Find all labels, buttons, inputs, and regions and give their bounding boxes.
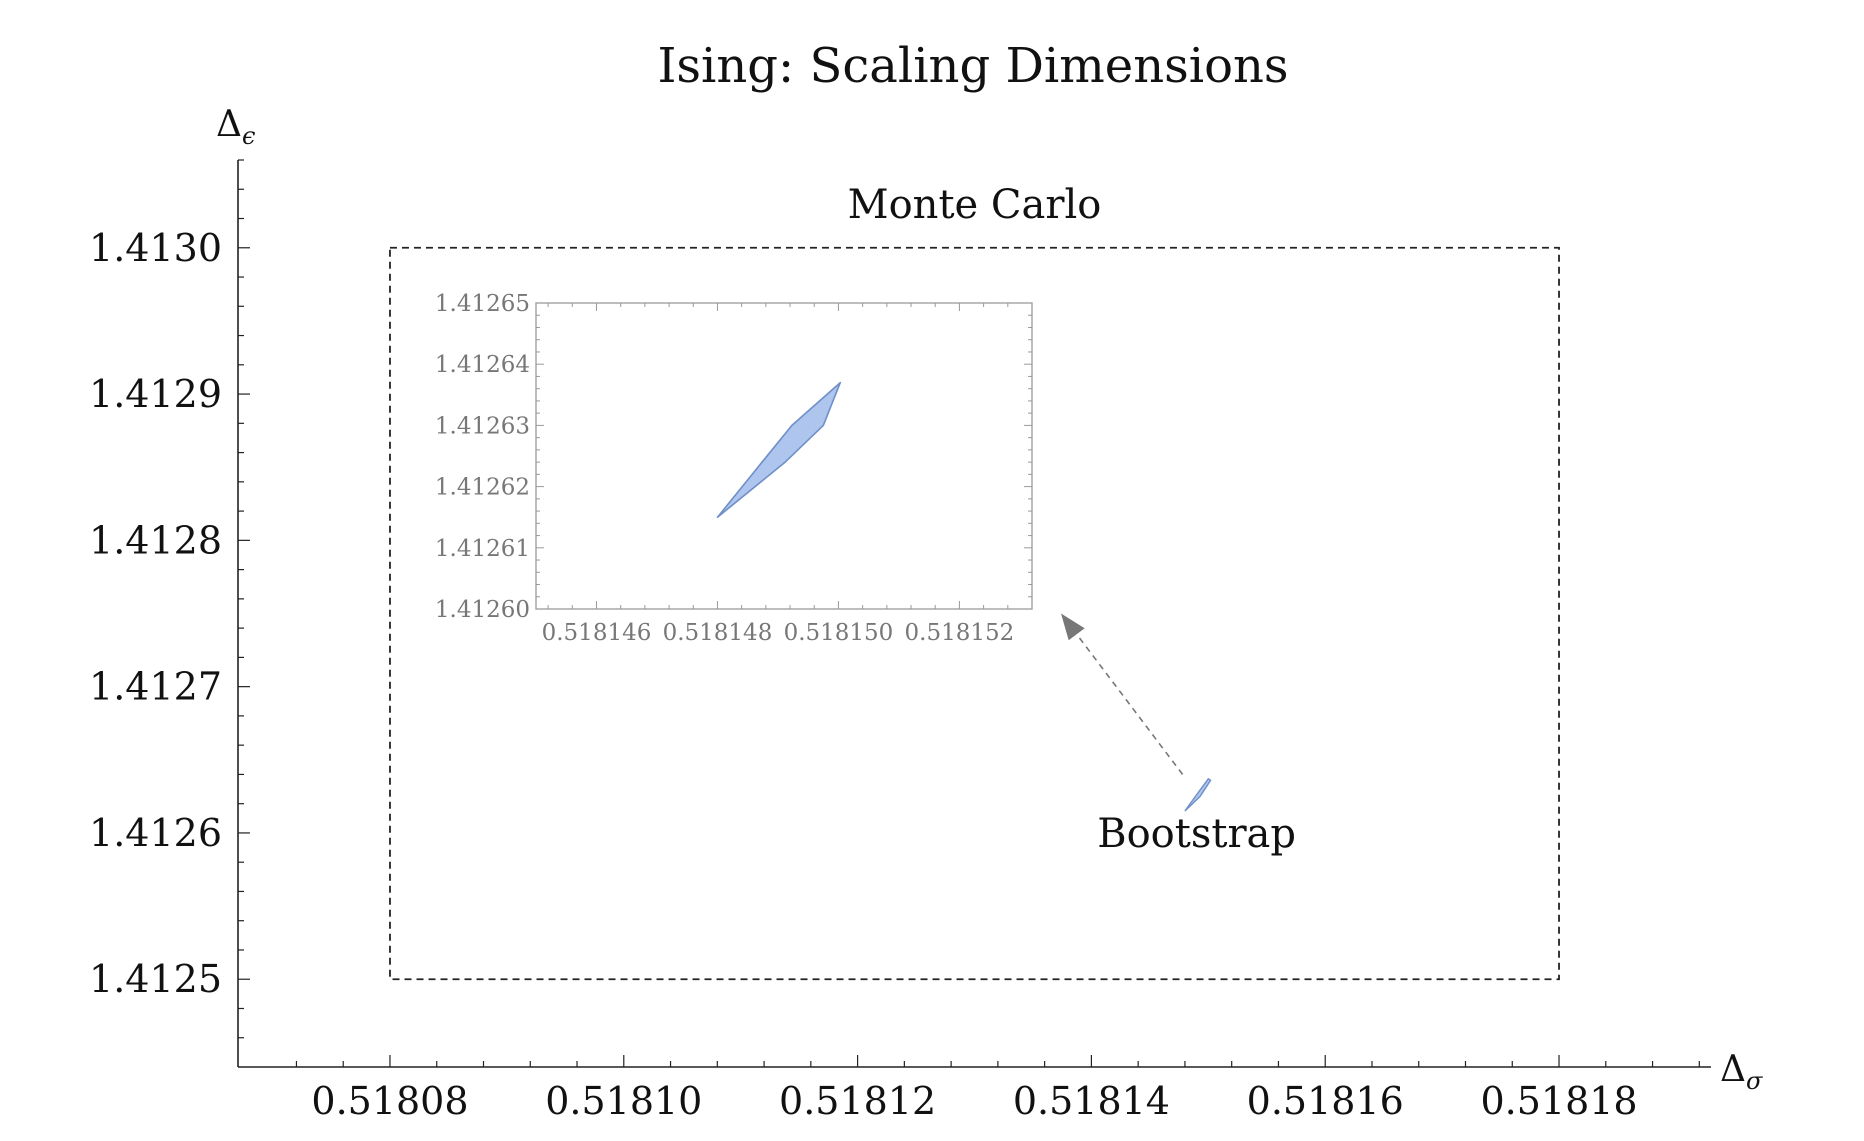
inset-x-tick-label: 0.518152: [905, 620, 1015, 646]
y-axis-label: Δϵ: [216, 104, 255, 150]
y-tick-label: 1.4128: [89, 518, 222, 562]
x-tick-label: 0.51812: [779, 1079, 936, 1123]
inset-plot: 0.518146 0.518148 0.518150 0.518152 1.41260 1…: [435, 291, 1033, 646]
x-tick-label: 0.51814: [1013, 1079, 1170, 1123]
inset-y-tick-label: 1.41260: [435, 597, 530, 623]
y-tick-label: 1.4126: [89, 811, 222, 855]
y-tick-label: 1.4125: [89, 957, 222, 1001]
inset-y-tick-label: 1.41265: [435, 291, 530, 317]
inset-y-tick-label: 1.41264: [435, 352, 530, 378]
y-tick-label: 1.4129: [89, 372, 222, 416]
inset-y-tick-label: 1.41262: [435, 475, 530, 501]
x-tick-label: 0.51808: [311, 1079, 468, 1123]
x-axis-subscript: σ: [1746, 1067, 1763, 1095]
x-tick-label: 0.51818: [1480, 1079, 1637, 1123]
inset-y-tick-label: 1.41263: [435, 413, 530, 439]
inset-x-tick-label: 0.518148: [663, 620, 773, 646]
arrow-shaft: [1076, 633, 1184, 775]
inset-x-tick-label: 0.518146: [542, 620, 652, 646]
inset-y-tick-label: 1.41261: [435, 536, 530, 562]
bootstrap-region: [1184, 777, 1212, 812]
annotation-label: Monte Carlo: [848, 182, 1102, 228]
annotation-label: Bootstrap: [1097, 811, 1296, 857]
x-tick-label: 0.51810: [545, 1079, 702, 1123]
y-axis-subscript: ϵ: [242, 122, 255, 150]
inset-x-tick-label: 0.518150: [784, 620, 894, 646]
inset-bootstrap-region: [716, 381, 842, 519]
y-tick-label: 1.4130: [89, 226, 222, 270]
arrow-head: [1061, 613, 1085, 641]
x-axis-label: Δσ: [1720, 1049, 1763, 1095]
chart-title: Ising: Scaling Dimensions: [657, 38, 1288, 94]
monte-carlo-box: [389, 246, 1560, 981]
y-tick-label: 1.4127: [89, 665, 222, 709]
main-plot: 0.51808 0.51810 0.51812 0.51814 0.51816 0.518…: [89, 104, 1763, 1123]
x-tick-label: 0.51816: [1247, 1079, 1404, 1123]
